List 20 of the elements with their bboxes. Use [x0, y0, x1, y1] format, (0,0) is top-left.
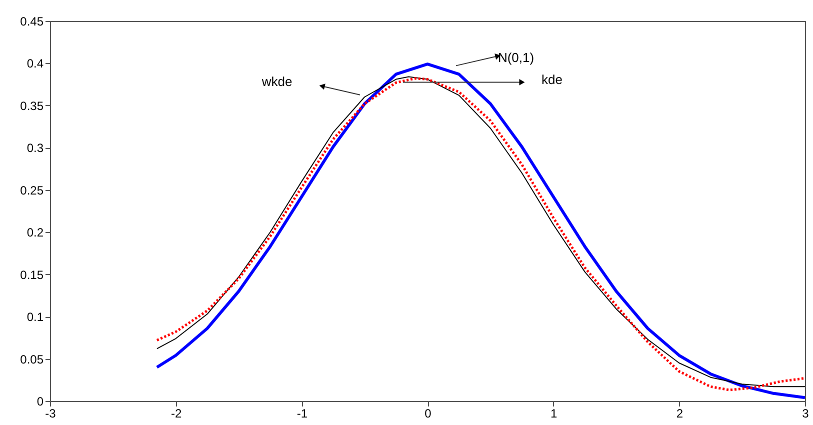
x-tick-label: -1 — [296, 406, 308, 420]
y-tick-label: 0.15 — [20, 268, 44, 282]
y-tick-label: 0 — [36, 394, 44, 408]
y-tick-label: 0.35 — [20, 98, 44, 113]
y-tick-label: 0.2 — [26, 226, 44, 240]
y-tick-label: 0.45 — [20, 14, 44, 28]
y-tick-label: 0.05 — [20, 352, 44, 366]
annotation: wkde — [260, 74, 292, 89]
x-tick-label: 0 — [424, 406, 432, 420]
x-tick-label: 2 — [676, 406, 684, 420]
x-tick-label: 3 — [802, 406, 810, 420]
y-tick-label: 0.1 — [26, 310, 44, 324]
y-tick-label: 0.4 — [26, 56, 44, 71]
y-tick-label: 0.25 — [20, 183, 44, 198]
x-tick-label: 1 — [550, 406, 558, 420]
annotation: kde — [542, 72, 562, 87]
x-tick-label: -2 — [170, 406, 182, 420]
annotation: N(0,1) — [498, 50, 534, 65]
y-tick-label: 0.3 — [26, 141, 44, 156]
x-tick-label: -3 — [45, 406, 56, 420]
